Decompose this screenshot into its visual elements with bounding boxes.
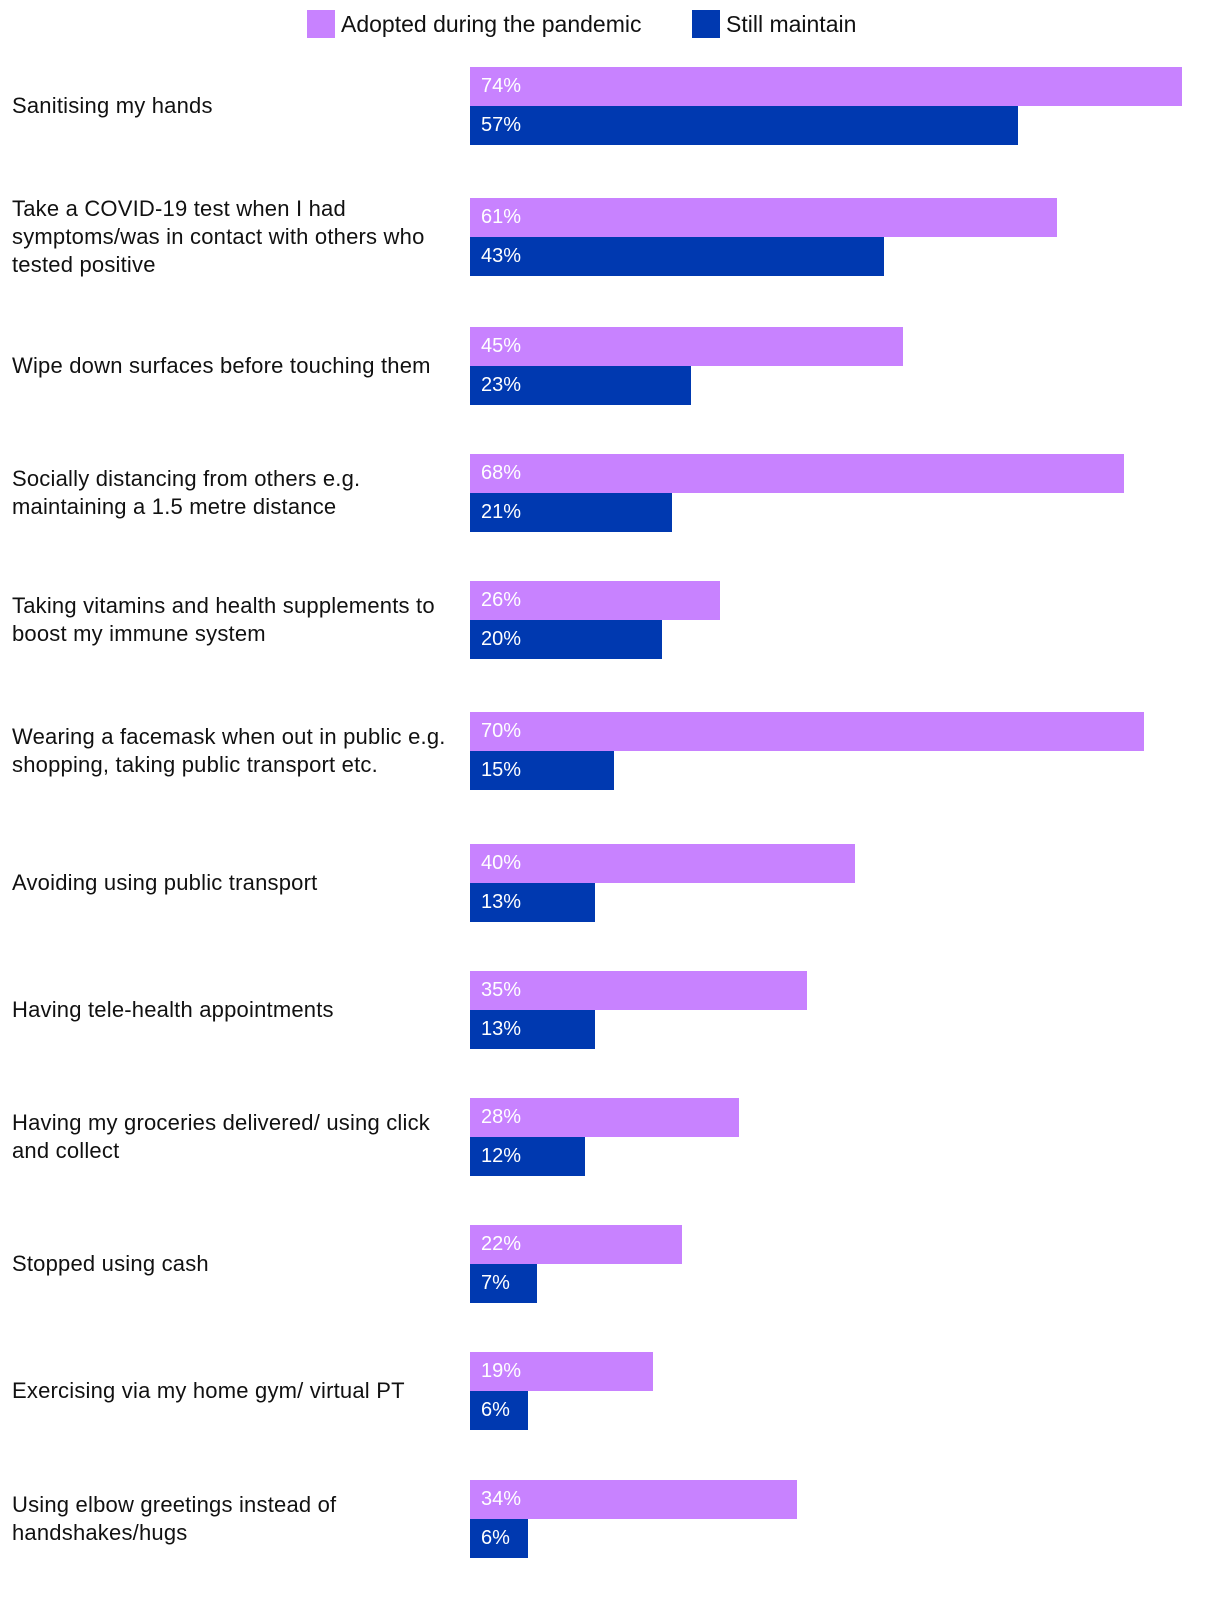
category-label: Having tele-health appointments bbox=[12, 997, 334, 1022]
bar-label-still-maintain: 15% bbox=[481, 759, 522, 781]
bar-label-still-maintain: 23% bbox=[481, 374, 522, 396]
bar-still-maintain bbox=[470, 1264, 537, 1303]
bar-label-adopted: 45% bbox=[481, 335, 522, 357]
bar-adopted bbox=[470, 1225, 682, 1264]
bar-still-maintain bbox=[470, 366, 691, 405]
category-label: Using elbow greetings instead of handsha… bbox=[12, 1492, 337, 1545]
category-label: Socially distancing from others e.g. mai… bbox=[12, 466, 361, 519]
bar-still-maintain bbox=[470, 751, 614, 790]
bar-label-still-maintain: 13% bbox=[481, 891, 522, 913]
bar-label-still-maintain: 21% bbox=[481, 501, 522, 523]
legend-swatch-adopted bbox=[307, 10, 335, 38]
bar-label-adopted: 70% bbox=[481, 720, 522, 742]
legend-item-still-maintain: Still maintain bbox=[692, 10, 856, 38]
bar-label-adopted: 35% bbox=[481, 979, 522, 1001]
bar-adopted bbox=[470, 1480, 797, 1519]
bar-label-still-maintain: 20% bbox=[481, 628, 522, 650]
category-label: Stopped using cash bbox=[12, 1251, 209, 1276]
category-label: Avoiding using public transport bbox=[12, 870, 318, 895]
bar-still-maintain bbox=[470, 106, 1018, 145]
bar-label-adopted: 61% bbox=[481, 206, 522, 228]
bar-still-maintain bbox=[470, 1519, 528, 1558]
bar-label-still-maintain: 6% bbox=[481, 1399, 510, 1421]
bar-adopted bbox=[470, 198, 1057, 237]
bar-label-adopted: 34% bbox=[481, 1488, 522, 1510]
bar-still-maintain bbox=[470, 1137, 585, 1176]
bar-still-maintain bbox=[470, 883, 595, 922]
category-label: Wearing a facemask when out in public e.… bbox=[12, 724, 446, 777]
bar-adopted bbox=[470, 844, 855, 883]
bar-still-maintain bbox=[470, 1010, 595, 1049]
category-label: Taking vitamins and health supplements t… bbox=[12, 593, 435, 646]
bar-adopted bbox=[470, 327, 903, 366]
bar-label-still-maintain: 6% bbox=[481, 1527, 510, 1549]
category-label: Exercising via my home gym/ virtual PT bbox=[12, 1378, 405, 1403]
bar-label-adopted: 22% bbox=[481, 1233, 522, 1255]
bar-adopted bbox=[470, 1098, 739, 1137]
bar-label-adopted: 68% bbox=[481, 462, 522, 484]
bar-label-adopted: 19% bbox=[481, 1360, 522, 1382]
bar-adopted bbox=[470, 712, 1144, 751]
bar-label-adopted: 40% bbox=[481, 852, 522, 874]
bar-still-maintain bbox=[470, 1391, 528, 1430]
category-label: Sanitising my hands bbox=[12, 93, 213, 118]
legend-label-still-maintain: Still maintain bbox=[726, 10, 857, 37]
bar-label-still-maintain: 12% bbox=[481, 1145, 522, 1167]
bar-label-adopted: 28% bbox=[481, 1106, 522, 1128]
bar-still-maintain bbox=[470, 493, 672, 532]
legend-label-adopted: Adopted during the pandemic bbox=[341, 10, 642, 37]
bar-label-adopted: 74% bbox=[481, 75, 522, 97]
category-label: Wipe down surfaces before touching them bbox=[12, 353, 431, 378]
bar-adopted bbox=[470, 581, 720, 620]
category-label: Take a COVID-19 test when I had symptoms… bbox=[12, 196, 425, 277]
legend-item-adopted: Adopted during the pandemic bbox=[307, 10, 642, 38]
category-label: Having my groceries delivered/ using cli… bbox=[12, 1110, 431, 1163]
bar-label-adopted: 26% bbox=[481, 589, 522, 611]
legend: Adopted during the pandemic Still mainta… bbox=[0, 10, 1220, 44]
bar-still-maintain bbox=[470, 620, 662, 659]
bar-label-still-maintain: 13% bbox=[481, 1018, 522, 1040]
bar-adopted bbox=[470, 1352, 653, 1391]
bar-label-still-maintain: 57% bbox=[481, 114, 522, 136]
bar-adopted bbox=[470, 67, 1182, 106]
bar-adopted bbox=[470, 971, 807, 1010]
bar-label-still-maintain: 43% bbox=[481, 245, 522, 267]
bar-adopted bbox=[470, 454, 1124, 493]
legend-swatch-still-maintain bbox=[692, 10, 720, 38]
bar-still-maintain bbox=[470, 237, 884, 276]
bar-label-still-maintain: 7% bbox=[481, 1272, 510, 1294]
